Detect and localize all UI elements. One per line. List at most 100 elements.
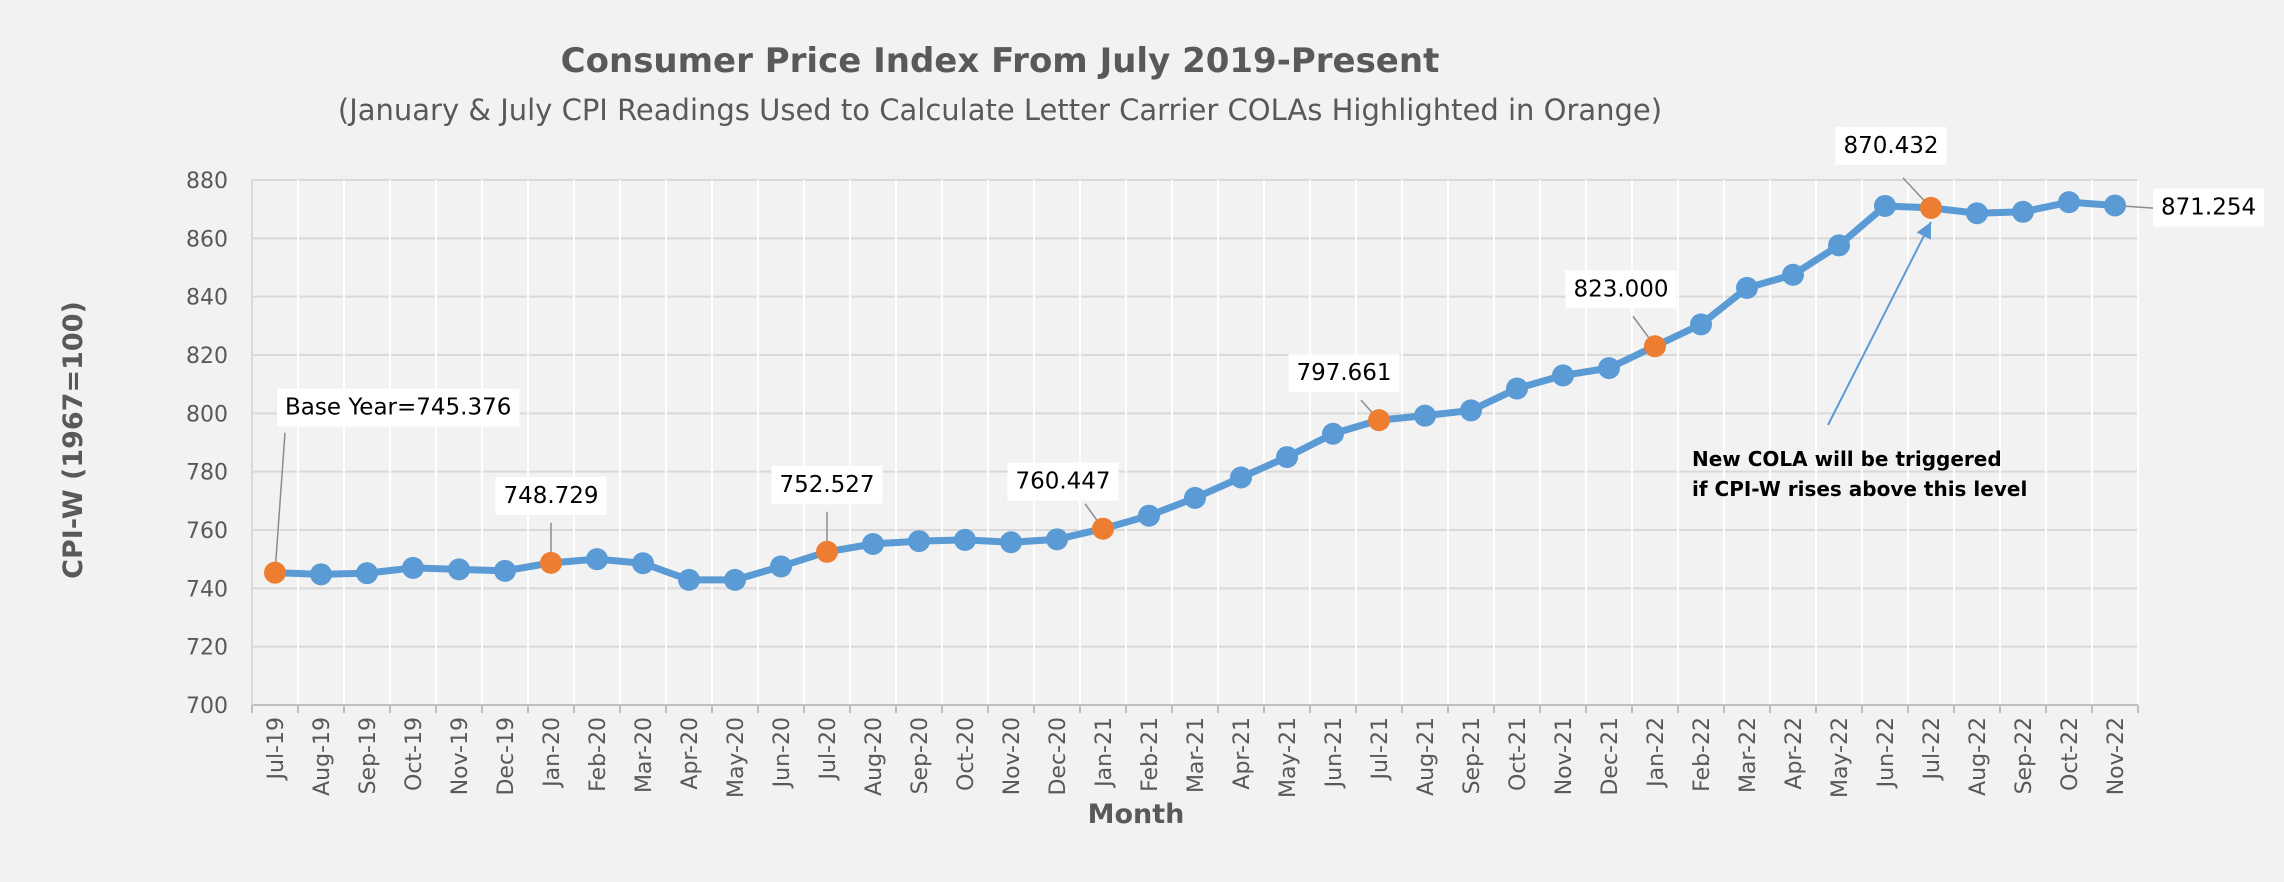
data-label-background xyxy=(1835,126,1947,165)
x-tick-label: Nov-19 xyxy=(448,717,473,795)
data-point xyxy=(1506,377,1528,400)
x-tick-label: Jun-20 xyxy=(770,717,795,789)
x-tick-label: Jul-19 xyxy=(264,717,289,781)
data-point xyxy=(862,533,884,555)
data-label: 870.432 xyxy=(1843,133,1938,159)
data-point xyxy=(1782,263,1804,286)
y-axis: 700 720 740 760 780 800 820 840 860 880 xyxy=(186,169,228,719)
data-point xyxy=(908,530,930,553)
x-tick-label: Feb-21 xyxy=(1138,717,1163,792)
data-point xyxy=(632,552,654,575)
data-label-background xyxy=(1007,462,1119,501)
x-tick-label: Nov-22 xyxy=(2104,717,2129,795)
y-tick-label: 740 xyxy=(186,577,228,602)
x-tick-label: Jan-22 xyxy=(1644,717,1669,789)
x-tick-label: Oct-19 xyxy=(402,717,427,791)
x-tick-label: Aug-19 xyxy=(310,717,335,796)
data-point xyxy=(770,555,792,578)
x-axis-title: Month xyxy=(1088,799,1185,830)
data-point xyxy=(1552,364,1574,387)
y-tick-label: 800 xyxy=(186,402,228,427)
data-point xyxy=(1598,357,1620,380)
data-label: 797.661 xyxy=(1296,360,1391,386)
gridlines xyxy=(251,179,2139,713)
x-tick-label: Jul-22 xyxy=(1920,717,1945,781)
x-tick-label: Sep-21 xyxy=(1460,717,1485,794)
x-tick-label: Aug-20 xyxy=(862,717,887,796)
x-tick-label: Mar-22 xyxy=(1736,717,1761,793)
cola-note-line1: New COLA will be triggered xyxy=(1692,447,2002,471)
x-tick-label: Dec-20 xyxy=(1046,717,1071,796)
data-point xyxy=(1322,422,1344,445)
data-point xyxy=(1736,276,1758,299)
data-label: 760.447 xyxy=(1015,469,1110,495)
chart-subtitle: (January & July CPI Readings Used to Cal… xyxy=(338,93,1662,127)
x-tick-label: Nov-20 xyxy=(1000,717,1025,795)
x-tick-label: Nov-21 xyxy=(1552,717,1577,795)
data-label-background xyxy=(1565,270,1677,309)
y-axis-title: CPI-W (1967=100) xyxy=(58,301,89,579)
x-tick-label: Mar-20 xyxy=(632,717,657,793)
data-label: 752.527 xyxy=(779,472,874,498)
highlighted-data-point xyxy=(264,561,286,584)
y-tick-label: 700 xyxy=(186,694,228,719)
highlighted-data-point xyxy=(816,540,838,563)
x-tick-label: Apr-21 xyxy=(1230,717,1255,790)
data-label: 748.729 xyxy=(503,483,598,509)
x-tick-label: Apr-22 xyxy=(1782,717,1807,790)
data-point xyxy=(1138,504,1160,527)
x-tick-label: Jun-21 xyxy=(1322,717,1347,789)
data-point xyxy=(2012,200,2034,223)
x-tick-label: Mar-21 xyxy=(1184,717,1209,793)
cola-note: New COLA will be triggered if CPI-W rise… xyxy=(1692,447,2027,501)
data-label-background xyxy=(1288,354,1400,393)
x-tick-label: Jul-21 xyxy=(1368,717,1393,781)
x-tick-label: Sep-20 xyxy=(908,717,933,794)
data-point xyxy=(402,556,424,579)
x-tick-label: Oct-22 xyxy=(2058,717,2083,791)
y-tick-label: 820 xyxy=(186,344,228,369)
data-point xyxy=(1460,399,1482,422)
data-label-background xyxy=(2153,188,2265,227)
x-tick-label: May-21 xyxy=(1276,717,1301,798)
data-point xyxy=(1276,446,1298,469)
x-tick-label: Oct-21 xyxy=(1506,717,1531,791)
data-label: Base Year=745.376 xyxy=(285,395,511,421)
x-tick-label: Feb-22 xyxy=(1690,717,1715,792)
data-point xyxy=(1184,486,1206,509)
data-label: 823.000 xyxy=(1573,276,1668,302)
x-tick-label: Sep-22 xyxy=(2012,717,2037,794)
x-tick-label: Dec-19 xyxy=(494,717,519,796)
data-point xyxy=(1828,234,1850,257)
data-label: 871.254 xyxy=(2161,195,2256,221)
data-point xyxy=(494,559,516,582)
x-tick-label: May-20 xyxy=(724,717,749,798)
data-point xyxy=(1966,202,1988,225)
y-tick-label: 780 xyxy=(186,461,228,486)
highlighted-data-point xyxy=(1368,409,1390,432)
annotation-leader xyxy=(274,432,286,573)
data-point xyxy=(954,528,976,551)
highlighted-data-point xyxy=(1092,517,1114,540)
x-tick-label: Oct-20 xyxy=(954,717,979,791)
highlighted-data-point xyxy=(1644,335,1666,358)
y-tick-label: 720 xyxy=(186,636,228,661)
x-tick-label: Jan-21 xyxy=(1092,717,1117,789)
x-tick-label: Aug-21 xyxy=(1414,717,1439,796)
data-point xyxy=(724,568,746,591)
cola-arrow xyxy=(1827,221,1932,426)
x-tick-label: May-22 xyxy=(1828,717,1853,798)
y-tick-label: 760 xyxy=(186,519,228,544)
y-tick-label: 840 xyxy=(186,286,228,311)
x-tick-label: Feb-20 xyxy=(586,717,611,792)
y-tick-label: 860 xyxy=(186,227,228,252)
data-point xyxy=(1046,528,1068,551)
data-point xyxy=(678,568,700,591)
highlighted-data-point xyxy=(1920,196,1942,219)
x-tick-label: Aug-22 xyxy=(1966,717,1991,796)
y-tick-label: 880 xyxy=(186,169,228,194)
data-point xyxy=(2104,194,2126,217)
data-label-background xyxy=(277,388,520,427)
highlighted-data-point xyxy=(540,551,562,574)
